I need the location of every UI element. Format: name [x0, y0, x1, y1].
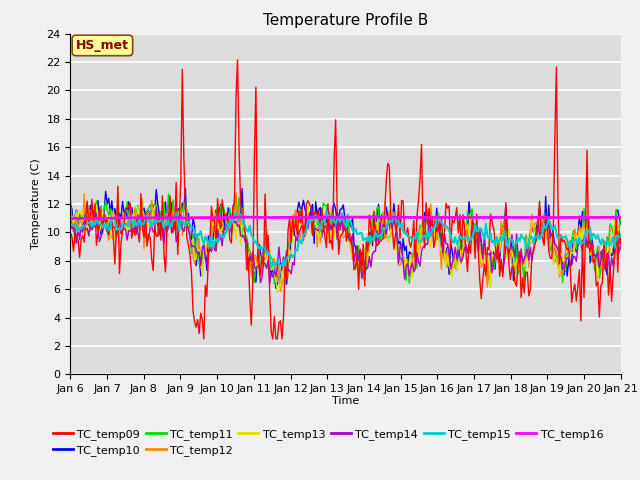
TC_temp15: [134, 221, 141, 227]
TC_temp10: [232, 203, 240, 208]
TC_temp12: [617, 232, 625, 238]
TC_temp11: [250, 280, 258, 286]
TC_temp11: [271, 281, 278, 287]
TC_temp13: [308, 223, 316, 228]
TC_temp10: [134, 219, 141, 225]
TC_temp14: [134, 212, 141, 218]
Line: TC_temp16: TC_temp16: [70, 217, 621, 218]
TC_temp15: [258, 246, 266, 252]
X-axis label: Time: Time: [332, 396, 359, 406]
Line: TC_temp09: TC_temp09: [70, 60, 621, 339]
TC_temp10: [310, 240, 318, 246]
Y-axis label: Temperature (C): Temperature (C): [31, 158, 41, 250]
TC_temp15: [617, 232, 625, 238]
TC_temp16: [68, 216, 76, 221]
TC_temp12: [310, 213, 318, 218]
TC_temp14: [266, 281, 273, 287]
TC_temp09: [617, 241, 625, 247]
TC_temp11: [134, 202, 141, 208]
TC_temp14: [152, 204, 160, 210]
TC_temp15: [67, 224, 74, 229]
TC_temp16: [308, 215, 316, 220]
TC_temp11: [260, 252, 268, 258]
TC_temp14: [617, 243, 625, 249]
TC_temp12: [260, 254, 268, 260]
TC_temp10: [182, 185, 189, 191]
TC_temp12: [230, 225, 238, 231]
TC_temp14: [589, 252, 597, 258]
TC_temp15: [230, 212, 238, 218]
TC_temp12: [276, 289, 284, 295]
TC_temp09: [232, 96, 240, 101]
TC_temp16: [136, 215, 143, 221]
TC_temp13: [381, 198, 388, 204]
TC_temp16: [250, 215, 258, 220]
TC_temp12: [67, 213, 74, 219]
TC_temp13: [230, 219, 238, 225]
TC_temp10: [250, 269, 258, 275]
TC_temp12: [589, 252, 597, 258]
TC_temp16: [617, 215, 625, 220]
TC_temp12: [134, 220, 141, 226]
Line: TC_temp15: TC_temp15: [70, 211, 621, 268]
TC_temp16: [67, 216, 74, 221]
TC_temp09: [589, 260, 597, 265]
TC_temp12: [232, 190, 240, 196]
TC_temp10: [589, 245, 597, 251]
TC_temp11: [164, 191, 172, 197]
TC_temp10: [617, 221, 625, 227]
TC_temp13: [258, 262, 266, 267]
TC_temp10: [272, 286, 280, 291]
Line: TC_temp11: TC_temp11: [70, 194, 621, 284]
TC_temp12: [250, 252, 258, 258]
Text: HS_met: HS_met: [76, 39, 129, 52]
Line: TC_temp12: TC_temp12: [70, 193, 621, 292]
TC_temp16: [329, 214, 337, 220]
Title: Temperature Profile B: Temperature Profile B: [263, 13, 428, 28]
TC_temp10: [67, 201, 74, 206]
TC_temp09: [252, 84, 260, 90]
Legend: TC_temp09, TC_temp10, TC_temp11, TC_temp12, TC_temp13, TC_temp14, TC_temp15, TC_: TC_temp09, TC_temp10, TC_temp11, TC_temp…: [49, 424, 608, 460]
TC_temp09: [67, 229, 74, 235]
TC_temp13: [67, 226, 74, 232]
TC_temp15: [308, 214, 316, 220]
TC_temp13: [589, 257, 597, 263]
TC_temp16: [260, 215, 268, 220]
TC_temp11: [232, 192, 240, 198]
TC_temp14: [67, 215, 74, 221]
TC_temp15: [249, 234, 257, 240]
TC_temp15: [268, 265, 275, 271]
TC_temp14: [260, 260, 268, 265]
TC_temp13: [134, 204, 141, 210]
TC_temp11: [67, 197, 74, 203]
TC_temp14: [250, 264, 258, 270]
Line: TC_temp10: TC_temp10: [70, 188, 621, 288]
TC_temp09: [134, 230, 141, 236]
TC_temp09: [200, 336, 207, 342]
TC_temp15: [323, 208, 330, 214]
TC_temp14: [232, 219, 240, 225]
Line: TC_temp14: TC_temp14: [70, 207, 621, 284]
TC_temp16: [589, 215, 597, 220]
TC_temp09: [234, 57, 241, 63]
TC_temp13: [617, 240, 625, 246]
TC_temp16: [232, 215, 240, 220]
TC_temp14: [310, 226, 318, 231]
TC_temp11: [589, 245, 597, 251]
TC_temp11: [617, 214, 625, 220]
TC_temp10: [260, 246, 268, 252]
TC_temp09: [261, 191, 269, 197]
TC_temp13: [273, 289, 281, 295]
TC_temp09: [310, 212, 318, 217]
Line: TC_temp13: TC_temp13: [70, 201, 621, 292]
TC_temp15: [589, 231, 597, 237]
TC_temp11: [310, 228, 318, 234]
TC_temp13: [249, 258, 257, 264]
